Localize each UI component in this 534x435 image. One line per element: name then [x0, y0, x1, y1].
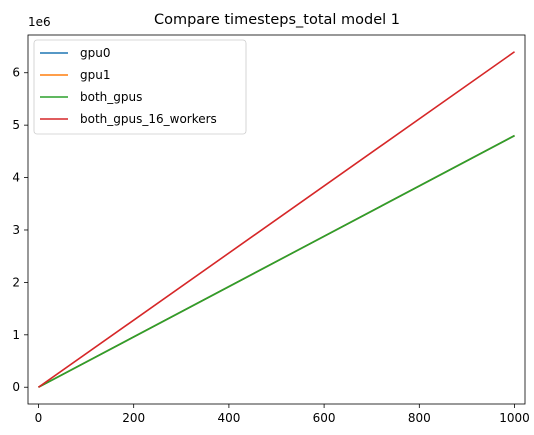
- legend-label: both_gpus_16_workers: [80, 112, 217, 126]
- x-tick-label: 1000: [499, 411, 530, 425]
- x-tick-label: 600: [313, 411, 336, 425]
- y-tick-label: 3: [12, 223, 20, 237]
- y-tick-label: 5: [12, 118, 20, 132]
- legend-label: gpu1: [80, 68, 110, 82]
- y-tick-label: 4: [12, 171, 20, 185]
- legend-label: gpu0: [80, 46, 110, 60]
- x-tick-label: 0: [35, 411, 43, 425]
- chart-title: Compare timesteps_total model 1: [154, 12, 400, 28]
- axes-layer: 0 200 400 600 800 1000 0 1 2 3 4 5 6: [12, 34, 530, 425]
- y-tick-label: 1: [12, 328, 20, 342]
- legend: gpu0 gpu1 both_gpus both_gpus_16_workers: [33, 39, 247, 135]
- y-tick-label: 2: [12, 275, 20, 289]
- x-tick-label: 800: [408, 411, 431, 425]
- series-line-both-gpus-16-workers: [38, 51, 515, 388]
- y-tick-label: 6: [12, 66, 20, 80]
- legend-box: [33, 39, 247, 135]
- legend-label: both_gpus: [80, 90, 142, 104]
- plot-frame: [27, 34, 526, 405]
- series-layer: [38, 51, 515, 388]
- series-line-both-gpus: [38, 134, 515, 388]
- y-tick-label: 0: [12, 380, 20, 394]
- x-tick-label: 200: [122, 411, 145, 425]
- y-offset-label: 1e6: [28, 15, 51, 29]
- x-tick-label: 400: [217, 411, 240, 425]
